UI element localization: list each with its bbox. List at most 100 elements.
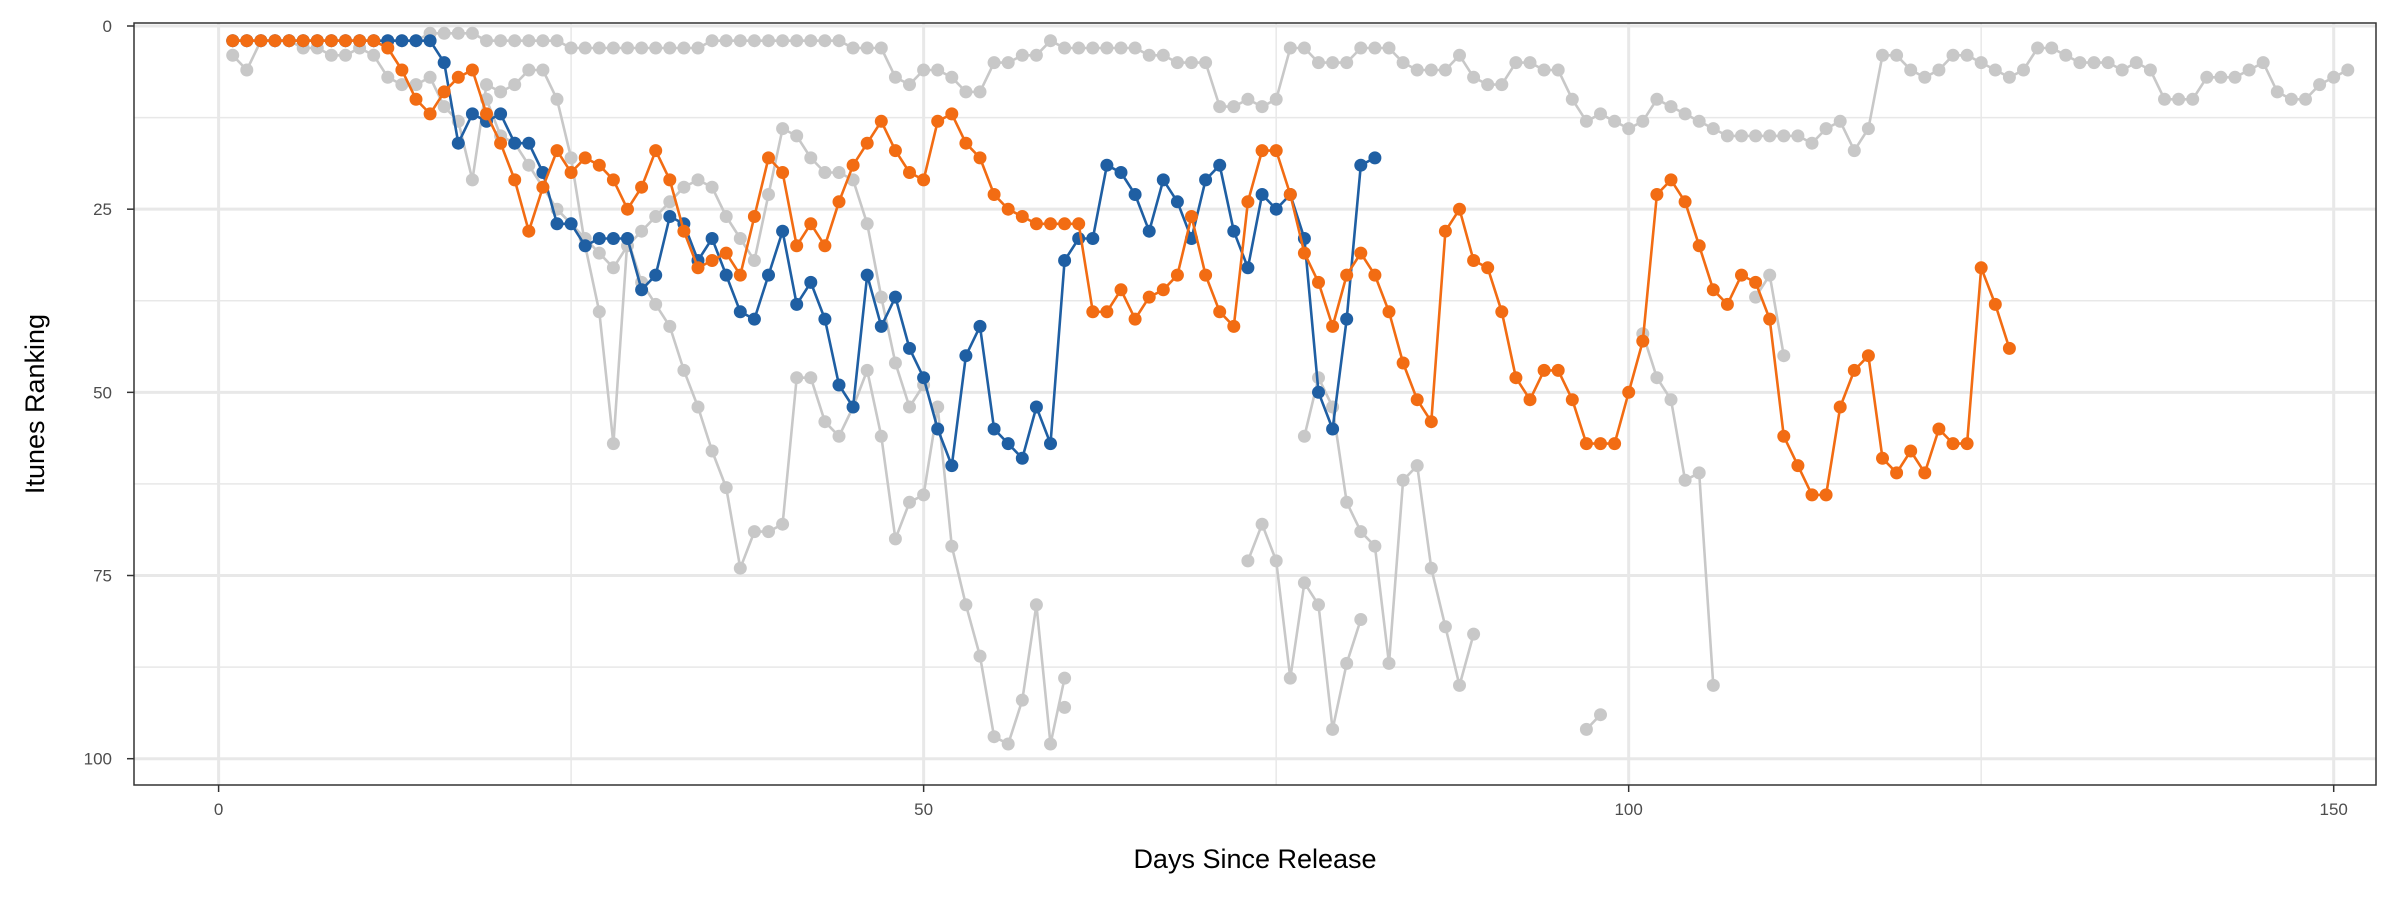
data-point [1058,217,1072,231]
series-7 [1636,327,1720,692]
series-4 [1241,517,1368,736]
data-point [1312,371,1325,385]
data-point [1410,63,1424,77]
data-point [931,63,945,77]
data-point [860,363,874,377]
data-point [1297,246,1311,260]
data-point [1904,444,1918,458]
data-point [1777,349,1791,363]
data-point [1199,173,1213,187]
data-point [1453,202,1466,216]
data-point [747,525,761,539]
data-point [1396,356,1410,370]
data-point [663,41,677,55]
data-point [959,136,973,150]
data-point [1805,136,1819,150]
data-point [1368,151,1382,165]
data-point [1735,268,1748,282]
data-point [451,136,465,150]
data-point [2228,70,2242,84]
data-point [1015,693,1029,707]
data-point [1368,539,1382,553]
data-point [1086,41,1100,55]
data-point [592,305,606,319]
data-point [663,319,677,333]
data-point [888,144,902,158]
data-point [1029,400,1043,414]
data-point [691,41,705,55]
data-point [1156,173,1170,187]
data-point [903,166,916,179]
data-point [973,649,987,663]
data-point [2045,41,2059,55]
data-point [550,217,564,231]
data-point [423,34,437,48]
data-point [818,166,832,179]
data-point [1692,114,1706,128]
x-tick-label: 150 [2320,800,2348,819]
data-point [846,158,860,172]
data-point [578,239,592,253]
data-point [1241,261,1255,275]
data-point [2214,70,2228,84]
data-point [1777,429,1791,443]
data-point [818,34,832,48]
data-point [1199,56,1213,70]
data-point [1156,283,1170,297]
data-point [1185,210,1198,223]
data-point [1650,188,1664,201]
data-point [903,400,916,414]
data-point [790,297,804,311]
data-point [719,268,733,282]
data-point [1594,708,1607,722]
data-point [254,34,268,48]
data-point [437,56,451,70]
data-point [747,254,761,267]
data-point [1424,415,1438,429]
data-point [691,400,705,414]
data-point [1664,100,1678,114]
data-point [1199,268,1213,282]
x-tick-label: 100 [1614,800,1642,819]
data-point [1382,305,1396,319]
series-10 [226,34,2016,502]
data-point [846,41,860,55]
data-point [945,70,959,84]
series-6 [1579,708,1607,736]
data-point [494,136,508,150]
data-point [903,495,916,509]
data-point [465,63,479,77]
series-5 [1297,371,1481,692]
data-point [1368,41,1382,55]
data-point [1156,48,1170,62]
data-point [1044,437,1057,451]
data-point [1213,100,1227,114]
data-point [1044,737,1057,751]
data-point [762,188,775,201]
data-point [1791,129,1805,143]
data-point [2172,92,2186,106]
data-point [1890,48,1904,62]
data-point [705,232,719,245]
data-point [790,371,804,385]
data-point [1960,48,1974,62]
data-point [268,34,282,48]
data-point [1876,48,1889,62]
data-point [1763,312,1777,326]
data-point [522,136,536,150]
data-point [1213,158,1227,172]
data-point [621,202,634,216]
data-point [1438,63,1452,77]
data-point [1001,202,1015,216]
data-point [691,173,705,187]
series-3 [1058,700,1072,714]
data-point [2002,70,2016,84]
data-point [1114,283,1128,297]
data-point [1227,224,1241,238]
data-point [1551,63,1565,77]
data-point [762,268,775,282]
data-point [1297,429,1311,443]
data-point [1720,297,1734,311]
data-point [2073,56,2087,70]
data-point [1932,63,1946,77]
